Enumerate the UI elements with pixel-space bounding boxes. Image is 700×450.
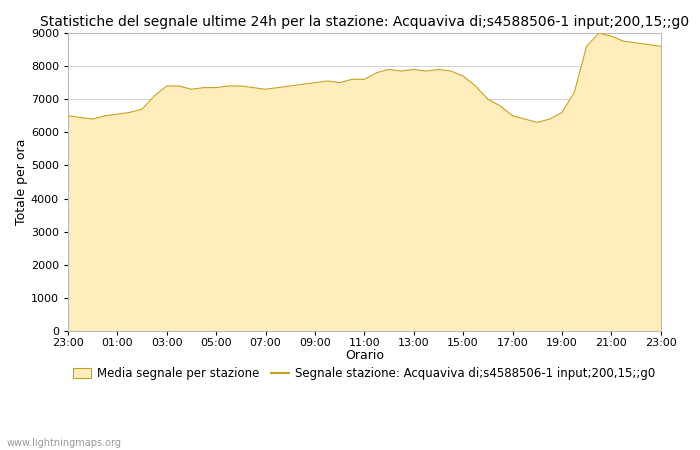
Text: www.lightningmaps.org: www.lightningmaps.org xyxy=(7,438,122,448)
Legend: Media segnale per stazione, Segnale stazione: Acquaviva di;s4588506-1 input;200,: Media segnale per stazione, Segnale staz… xyxy=(69,362,660,385)
Y-axis label: Totale per ora: Totale per ora xyxy=(15,139,28,225)
Title: Statistiche del segnale ultime 24h per la stazione: Acquaviva di;s4588506-1 inpu: Statistiche del segnale ultime 24h per l… xyxy=(40,15,689,29)
X-axis label: Orario: Orario xyxy=(345,350,384,362)
